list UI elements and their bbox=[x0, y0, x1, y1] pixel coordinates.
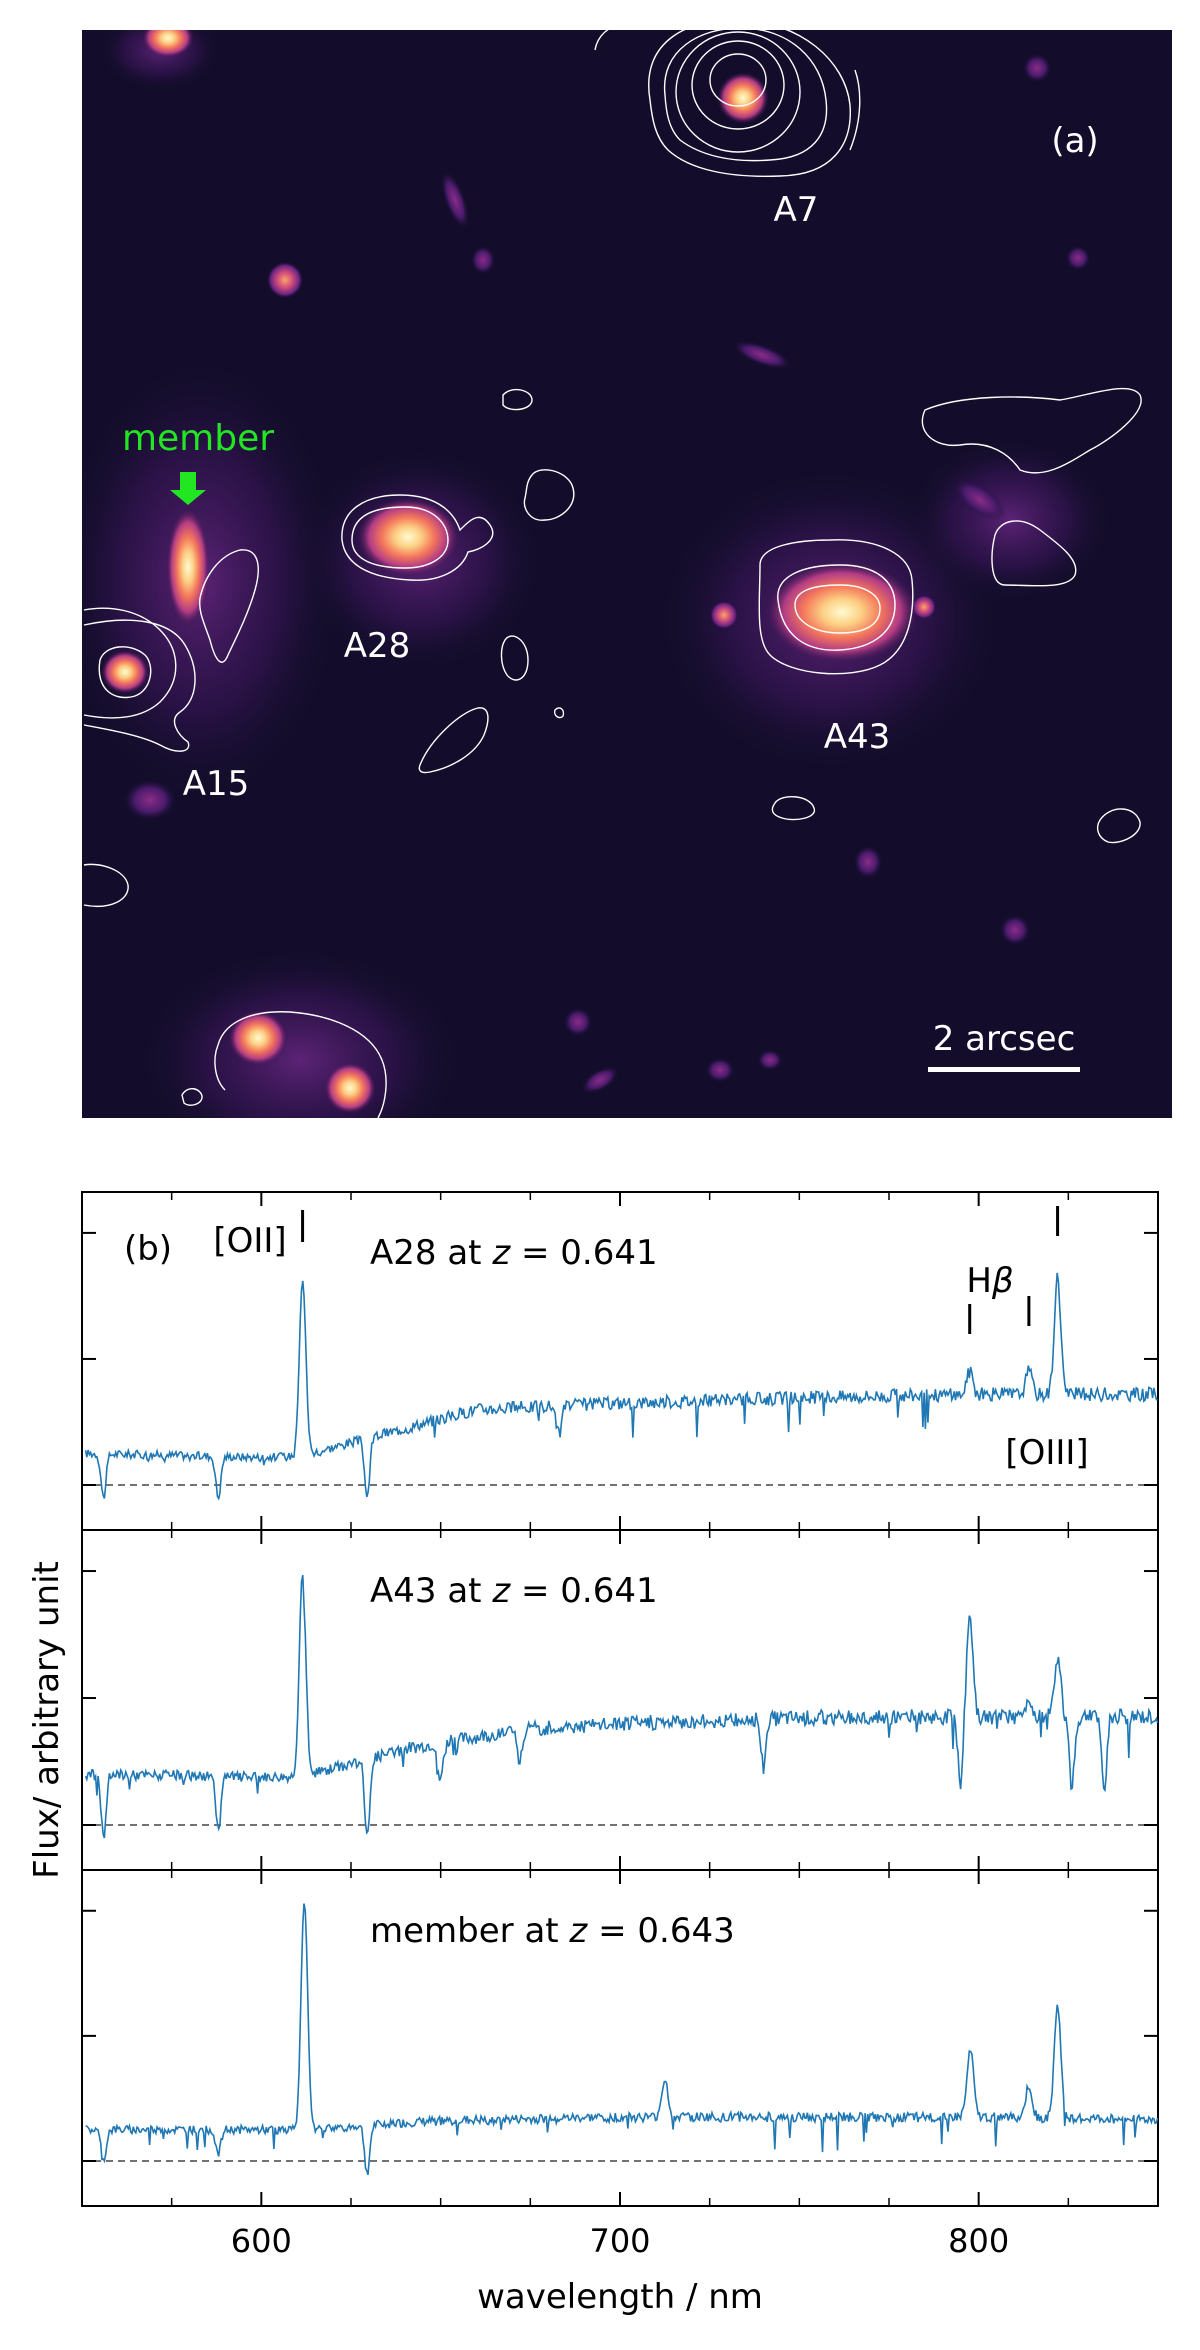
galaxy-top-left bbox=[142, 30, 194, 58]
x-tick-label: 700 bbox=[589, 2222, 650, 2260]
spectra-panel: (b) Flux/ arbitrary unit wavelength / nm… bbox=[27, 1191, 1159, 2317]
spectrum-line bbox=[85, 1903, 1159, 2176]
faint-galaxy bbox=[758, 1050, 782, 1070]
spectrum-line bbox=[84, 1272, 1159, 1501]
source-label: A15 bbox=[183, 764, 250, 804]
spectrum-title: A43 at z = 0.641 bbox=[370, 1571, 658, 1611]
contour bbox=[794, 584, 881, 634]
contour bbox=[849, 69, 861, 151]
diffuse-glow bbox=[140, 950, 460, 1118]
contour bbox=[523, 469, 575, 521]
faint-galaxy bbox=[1000, 915, 1030, 945]
contour bbox=[1096, 808, 1141, 844]
contour bbox=[198, 549, 259, 663]
contour bbox=[502, 388, 533, 411]
member-arrow-icon bbox=[170, 472, 206, 505]
faint-galaxy bbox=[1023, 54, 1051, 82]
image-panel: (a) A7 A28 A15 A43 member 2 arcsec bbox=[82, 16, 1172, 1119]
spectrum-title: A28 at z = 0.641 bbox=[370, 1233, 658, 1273]
x-tick-label: 600 bbox=[231, 2222, 292, 2260]
faint-galaxy bbox=[1066, 246, 1090, 270]
panel-a-label: (a) bbox=[1051, 121, 1098, 161]
source-label: A43 bbox=[824, 717, 891, 757]
scale-bar bbox=[928, 1067, 1080, 1072]
faint-galaxy bbox=[441, 171, 469, 229]
galaxy-member bbox=[166, 507, 210, 627]
contour bbox=[921, 387, 1142, 474]
panel-b-label: (b) bbox=[124, 1229, 172, 1269]
contour bbox=[83, 619, 196, 752]
faint-galaxy bbox=[581, 1066, 619, 1094]
line-label: Hβ bbox=[966, 1261, 1013, 1301]
contour bbox=[341, 494, 494, 581]
spectrum-title: member at z = 0.643 bbox=[370, 1911, 735, 1951]
galaxy-a7 bbox=[717, 72, 769, 124]
member-label: member bbox=[122, 418, 274, 459]
faint-galaxy bbox=[733, 341, 791, 369]
galaxy-small bbox=[267, 262, 303, 298]
galaxy-small bbox=[912, 595, 936, 619]
galaxy-small bbox=[710, 601, 738, 629]
contour bbox=[553, 707, 565, 719]
x-axis-label: wavelength / nm bbox=[477, 2277, 763, 2317]
faint-galaxy bbox=[706, 1058, 734, 1082]
radio-contours bbox=[83, 16, 1142, 1119]
diffuse-glow bbox=[82, 360, 340, 800]
faint-galaxy bbox=[854, 846, 882, 878]
contour bbox=[214, 1044, 226, 1091]
faint-galaxy bbox=[954, 479, 1006, 521]
contour bbox=[777, 564, 896, 651]
contour bbox=[675, 31, 801, 153]
source-label: A28 bbox=[344, 626, 411, 666]
galaxy-bottom bbox=[324, 1062, 376, 1114]
galaxy-a43 bbox=[764, 560, 920, 664]
x-tick-label: 800 bbox=[948, 2222, 1009, 2260]
faint-galaxy bbox=[124, 780, 176, 820]
contour bbox=[691, 40, 785, 130]
faint-galaxy bbox=[471, 246, 495, 274]
faint-galaxy bbox=[564, 1008, 592, 1036]
galaxy-bottom-left bbox=[228, 1010, 288, 1066]
galaxy-a28 bbox=[356, 497, 460, 577]
y-axis-label: Flux/ arbitrary unit bbox=[27, 1561, 67, 1879]
galaxy-a15 bbox=[101, 650, 149, 694]
contour bbox=[98, 646, 152, 699]
contour bbox=[758, 539, 914, 675]
contour bbox=[594, 16, 691, 51]
contour bbox=[217, 1011, 387, 1119]
source-labels: (a) A7 A28 A15 A43 member 2 arcsec bbox=[122, 121, 1099, 1072]
contour bbox=[181, 1088, 203, 1106]
contour bbox=[771, 796, 816, 821]
source-label: A7 bbox=[774, 190, 819, 230]
contour bbox=[418, 707, 489, 774]
line-label: [OIII] bbox=[1005, 1433, 1088, 1473]
spectrum-line bbox=[84, 1574, 1159, 1839]
contour bbox=[500, 635, 529, 681]
contour bbox=[83, 607, 177, 719]
contour bbox=[991, 520, 1077, 587]
contour bbox=[709, 53, 767, 107]
contour bbox=[83, 863, 129, 907]
contour bbox=[648, 19, 851, 177]
contour bbox=[663, 27, 828, 162]
diffuse-glow bbox=[910, 440, 1110, 600]
line-label: [OII] bbox=[213, 1221, 286, 1261]
contour bbox=[351, 506, 449, 569]
scale-bar-label: 2 arcsec bbox=[933, 1019, 1076, 1059]
